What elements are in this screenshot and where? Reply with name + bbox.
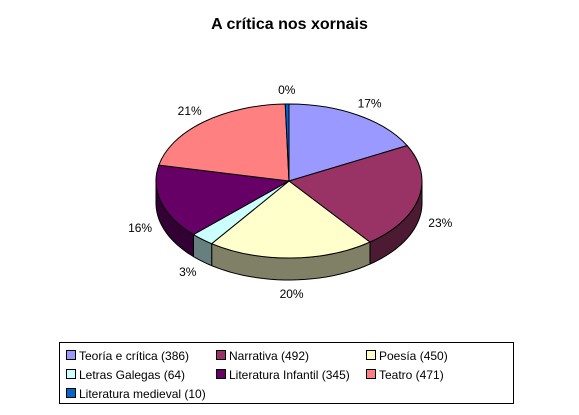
pie-slice-0 xyxy=(288,103,409,182)
legend-item: Letras Galegas (64) xyxy=(66,366,185,382)
legend-swatch xyxy=(66,349,76,360)
legend-swatch xyxy=(366,349,376,360)
legend-label: Narrativa (492) xyxy=(229,348,310,363)
chart-title: A crítica nos xornais xyxy=(211,16,368,33)
pie-label-4: 16% xyxy=(128,221,152,235)
pie-slice-5 xyxy=(158,103,290,182)
legend: Teoría e crítica (386) Narrativa (492) Poe… xyxy=(59,342,514,404)
legend-label: Letras Galegas (64) xyxy=(79,367,186,382)
pie-slice-6 xyxy=(284,103,290,182)
pie-label-3: 3% xyxy=(179,265,197,279)
legend-label: Teoría e crítica (386) xyxy=(79,348,190,363)
pie-sides xyxy=(155,180,423,281)
pie-slice-2 xyxy=(210,180,371,259)
legend-item: Teoría e crítica (386) xyxy=(66,347,189,363)
legend-item: Narrativa (492) xyxy=(216,347,309,363)
legend-item: Poesía (450) xyxy=(366,347,448,363)
legend-swatch xyxy=(366,368,376,379)
legend-label: Poesía (450) xyxy=(379,348,448,363)
legend-label: Literatura Infantil (345) xyxy=(229,367,350,382)
pie-chart: 17% 23% 20% 3% 16% 21% 0% xyxy=(128,83,453,301)
legend-item: Literatura Infantil (345) xyxy=(216,366,350,382)
pie-label-1: 23% xyxy=(428,216,452,230)
legend-label: Teatro (471) xyxy=(379,367,444,382)
legend-swatch xyxy=(216,368,226,379)
pie-label-6: 0% xyxy=(278,83,296,97)
legend-label: Literatura medieval (10) xyxy=(79,386,206,401)
legend-swatch xyxy=(216,349,226,360)
pie-slice-4 xyxy=(155,164,291,236)
pie-tops xyxy=(155,103,423,259)
pie-label-0: 17% xyxy=(358,96,382,110)
pie-slice-1 xyxy=(287,145,423,243)
legend-swatch xyxy=(66,368,76,379)
legend-item: Literatura medieval (10) xyxy=(66,385,206,401)
pie-label-2: 20% xyxy=(280,287,304,301)
legend-item: Teatro (471) xyxy=(366,366,444,382)
legend-swatch xyxy=(66,387,76,398)
pie-label-5: 21% xyxy=(178,104,202,118)
pie-labels: 17% 23% 20% 3% 16% 21% 0% xyxy=(128,83,453,301)
